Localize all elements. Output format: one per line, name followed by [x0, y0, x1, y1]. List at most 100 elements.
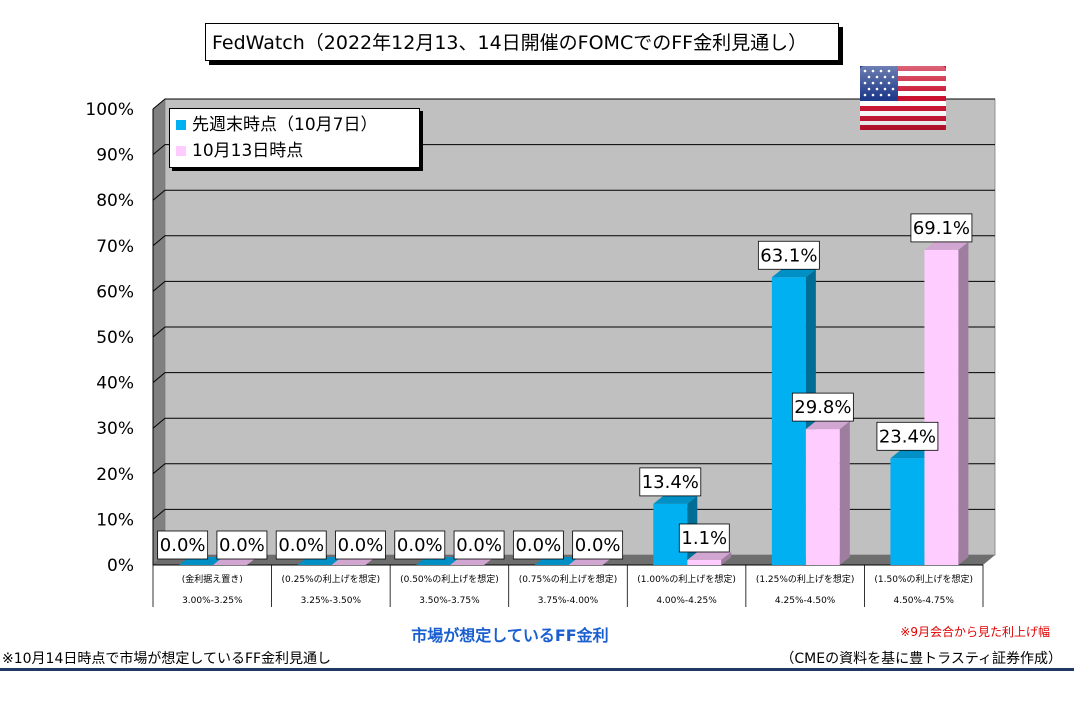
- data-label-series-1-3: 0.0%: [394, 530, 446, 560]
- x-axis-title: 市場が想定しているFF金利: [411, 626, 609, 645]
- bar-series-2-5: [687, 551, 732, 565]
- gridline: [152, 235, 995, 247]
- data-label-box: [791, 392, 854, 422]
- bar-side: [839, 421, 850, 565]
- category-label-range: 3.25%-3.50%: [301, 596, 362, 606]
- data-label-series-2-1: 0.0%: [216, 530, 268, 560]
- gridline: [152, 189, 995, 201]
- data-label-series-2-5: 1.1%: [678, 523, 730, 553]
- category-label-note: (金利据え置き): [182, 573, 243, 585]
- data-label-box: [876, 421, 939, 451]
- data-label-text: 69.1%: [913, 218, 970, 239]
- data-label-text: 0.0%: [278, 535, 324, 556]
- category-label-range: 4.00%-4.25%: [656, 596, 717, 606]
- bar-top: [805, 421, 850, 430]
- data-label-series-1-1: 0.0%: [157, 530, 209, 560]
- category-label-range: 4.25%-4.50%: [775, 596, 836, 606]
- data-label-series-1-5: 13.4%: [639, 467, 702, 497]
- data-label-text: 0.0%: [515, 535, 561, 556]
- chart-title: FedWatch（2022年12月13、14日開催のFOMCでのFF金利見通し）: [205, 23, 839, 61]
- data-label-text: 63.1%: [760, 245, 817, 266]
- us-flag-icon: [860, 66, 946, 130]
- data-label-box: [394, 530, 446, 560]
- data-label-text: 29.8%: [794, 397, 851, 418]
- y-tick-label: 0%: [107, 556, 134, 576]
- data-label-box: [216, 530, 268, 560]
- legend: 先週末時点（10月7日） 10月13日時点: [169, 108, 420, 168]
- data-label-text: 1.1%: [681, 528, 727, 549]
- data-label-text: 0.0%: [575, 535, 621, 556]
- bar-top: [653, 495, 698, 504]
- data-label-series-2-3: 0.0%: [453, 530, 505, 560]
- bar-front: [687, 559, 722, 565]
- legend-item-series-1: 先週末時点（10月7日）: [176, 113, 377, 137]
- data-label-series-2-4: 0.0%: [572, 530, 624, 560]
- gridline: [152, 372, 995, 383]
- category-label-range: 4.50%-4.75%: [893, 596, 954, 606]
- data-label-series-1-6: 63.1%: [757, 240, 820, 270]
- gridline: [152, 280, 995, 292]
- data-label-text: 0.0%: [397, 535, 443, 556]
- y-tick-label: 90%: [96, 146, 134, 166]
- category-label-range: 3.75%-4.00%: [538, 596, 599, 606]
- data-label-series-1-2: 0.0%: [275, 530, 327, 560]
- bar-top: [687, 551, 732, 560]
- y-tick-label: 70%: [96, 237, 134, 257]
- rate-hike-note: ※9月会合から見た利上げ幅: [900, 625, 1050, 639]
- data-label-text: 0.0%: [456, 535, 502, 556]
- bar-side: [958, 241, 969, 566]
- data-label-box: [335, 530, 386, 560]
- bar-front: [890, 458, 925, 565]
- y-tick-label: 80%: [96, 191, 134, 211]
- source-note: （CMEの資料を基に豊トラスティ証券作成）: [780, 651, 1062, 667]
- data-label-series-2-6: 29.8%: [791, 392, 854, 422]
- data-label-series-1-7: 23.4%: [876, 421, 939, 451]
- data-label-box: [639, 467, 702, 497]
- gridline: [152, 463, 995, 475]
- data-label-text: 0.0%: [160, 535, 206, 556]
- category-label-note: (1.00%の利上げを想定): [637, 573, 736, 585]
- category-label-note: (1.50%の利上げを想定): [874, 573, 973, 585]
- legend-item-series-2: 10月13日時点: [176, 139, 303, 163]
- bar-top: [890, 450, 935, 459]
- data-label-box: [275, 530, 327, 560]
- bar-series-2-6: [805, 421, 850, 565]
- y-tick-label: 20%: [96, 465, 134, 485]
- data-label-series-2-2: 0.0%: [335, 530, 386, 560]
- category-label-note: (1.25%の利上げを想定): [756, 573, 855, 585]
- category-label-range: 3.00%-3.25%: [182, 596, 243, 606]
- data-label-series-1-4: 0.0%: [512, 530, 564, 560]
- data-label-text: 13.4%: [642, 472, 699, 493]
- legend-swatch-series-1: [176, 120, 186, 130]
- legend-label-series-2: 10月13日時点: [192, 141, 304, 161]
- gridline: [152, 508, 995, 520]
- footnote-left: ※10月14日時点で市場が想定しているFF金利見通し: [2, 651, 332, 667]
- gridline: [152, 144, 995, 155]
- category-label-note: (0.50%の利上げを想定): [400, 573, 499, 585]
- data-label-box: [757, 240, 820, 270]
- data-label-box: [157, 530, 209, 560]
- category-label-note: (0.25%の利上げを想定): [282, 573, 381, 585]
- legend-swatch-series-2: [176, 146, 186, 156]
- bottom-rule: [0, 668, 1074, 671]
- y-tick-label: 100%: [85, 100, 134, 120]
- category-label-range: 3.50%-3.75%: [419, 596, 480, 606]
- data-label-series-2-7: 69.1%: [910, 213, 973, 243]
- y-tick-label: 50%: [96, 328, 134, 348]
- y-tick-label: 40%: [96, 374, 134, 394]
- data-label-box: [512, 530, 564, 560]
- legend-label-series-1: 先週末時点（10月7日）: [192, 115, 378, 135]
- bar-top: [924, 241, 969, 250]
- gridline: [152, 326, 995, 338]
- bar-series-1-7: [890, 450, 935, 565]
- bar-series-2-7: [924, 241, 969, 566]
- data-label-text: 23.4%: [879, 426, 936, 447]
- data-label-box: [453, 530, 505, 560]
- gridline: [152, 417, 995, 429]
- bar-front: [805, 429, 840, 565]
- data-label-box: [678, 523, 730, 553]
- y-tick-label: 60%: [96, 282, 134, 302]
- gridline: [152, 98, 995, 110]
- data-label-text: 0.0%: [219, 535, 265, 556]
